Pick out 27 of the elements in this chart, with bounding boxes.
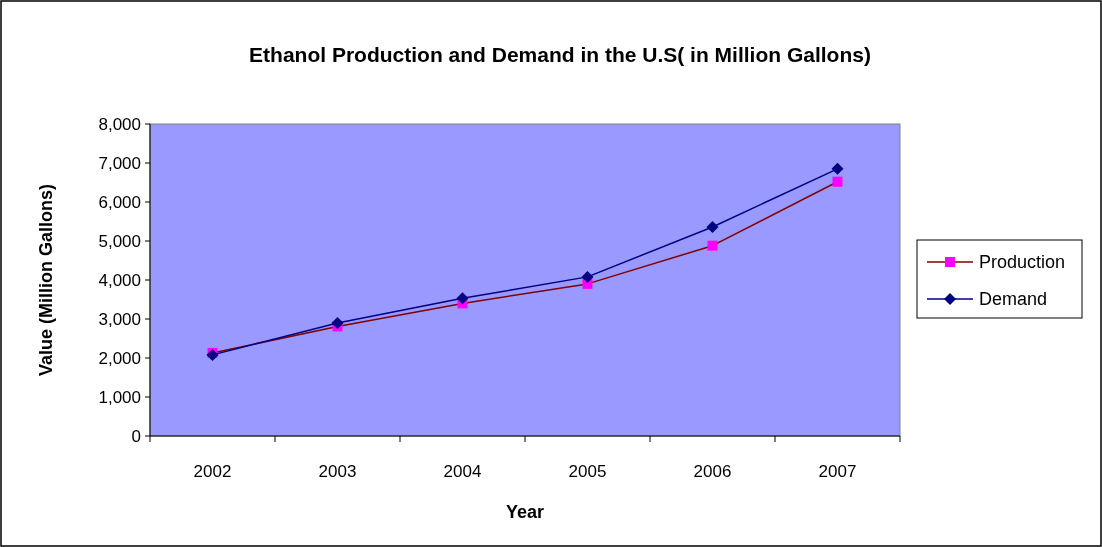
point — [707, 240, 718, 251]
point — [831, 162, 844, 175]
y-tick-label: 1,000 — [98, 388, 141, 407]
x-tick-label: 2002 — [193, 462, 232, 481]
y-tick-label: 7,000 — [98, 154, 141, 173]
y-axis-title: Value (Million Gallons) — [36, 183, 56, 377]
x-tick-label: 2006 — [693, 462, 732, 481]
y-tick-label: 6,000 — [98, 193, 141, 212]
point — [706, 220, 719, 233]
y-tick-label: 0 — [131, 427, 141, 446]
x-tick-label: 2003 — [318, 462, 357, 481]
y-tick-label: 5,000 — [98, 232, 141, 251]
point — [331, 316, 344, 329]
x-tick-label: 2004 — [443, 462, 482, 481]
x-axis-title: Year — [505, 502, 545, 522]
y-tick-label: 8,000 — [98, 115, 141, 134]
point — [581, 270, 594, 283]
legend-label: Production — [979, 252, 1066, 272]
x-tick-label: 2007 — [818, 462, 857, 481]
y-tick-label: 2,000 — [98, 349, 141, 368]
y-tick-label: 4,000 — [98, 271, 141, 290]
chart-title: Ethanol Production and Demand in the U.S( in Million Gallons) — [249, 43, 871, 66]
point — [832, 176, 843, 187]
y-tick-label: 3,000 — [98, 310, 141, 329]
legend-label: Demand — [979, 289, 1048, 309]
x-tick-label: 2005 — [568, 462, 607, 481]
point — [456, 292, 469, 305]
